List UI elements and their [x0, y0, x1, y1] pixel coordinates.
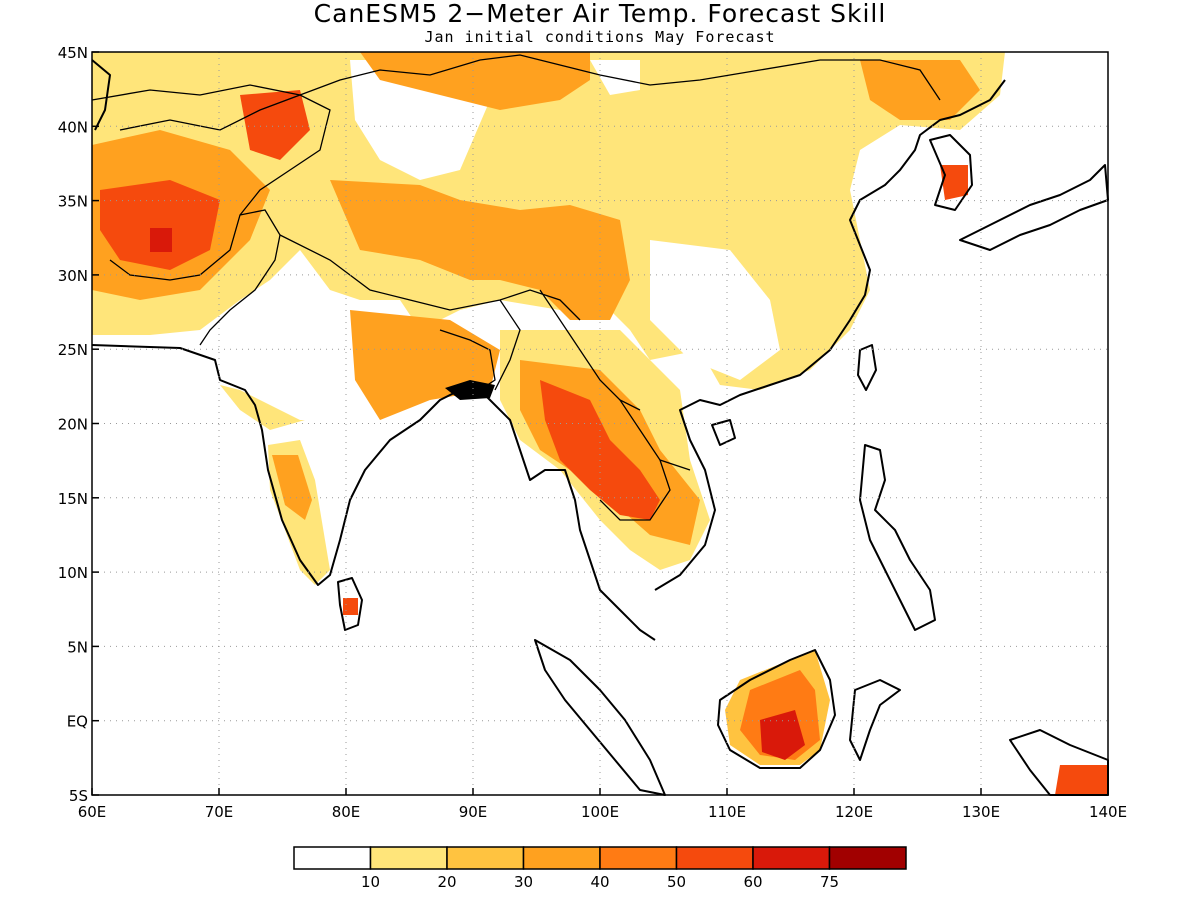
- legend-label: 20: [437, 873, 456, 891]
- y-tick-label: 5N: [67, 638, 88, 656]
- border-himalaya: [279, 234, 581, 321]
- shade-tibet-orange: [330, 180, 630, 320]
- x-axis-ticks: 60E 70E 80E 90E 100E 110E 120E 130E 140E: [78, 788, 1127, 821]
- delta-patch: [445, 380, 495, 400]
- coastline-caspian: [91, 59, 111, 131]
- border-pakistan: [199, 209, 281, 346]
- coastline-taiwan: [857, 344, 877, 391]
- coastline-sumatra: [534, 639, 666, 796]
- y-tick-label: 10N: [58, 564, 88, 582]
- legend-swatch: [293, 846, 372, 870]
- legend-swatch: [599, 846, 678, 870]
- x-tick-label: 110E: [708, 803, 746, 821]
- shade-srilanka-red: [343, 598, 358, 615]
- legend-swatch: [446, 846, 525, 870]
- y-tick-label: 5S: [69, 787, 88, 805]
- x-tick-label: 120E: [835, 803, 873, 821]
- legend-label: 50: [667, 873, 686, 891]
- legend-swatch: [828, 846, 907, 870]
- border-afghan: [109, 94, 331, 281]
- x-tick-label: 80E: [332, 803, 361, 821]
- x-tick-label: 130E: [962, 803, 1000, 821]
- shade-manchuria-orange: [860, 60, 980, 120]
- y-tick-label: 15N: [58, 490, 88, 508]
- color-legend: 10 20 30 40 50 60 75: [293, 846, 907, 891]
- coastline-indochina: [654, 79, 1006, 591]
- hole-india: [180, 340, 340, 420]
- y-tick-label: 30N: [58, 267, 88, 285]
- shade-newguinea-red: [1055, 765, 1108, 795]
- map-subtitle: Jan initial conditions May Forecast: [424, 28, 776, 46]
- coastline-sulawesi: [849, 679, 901, 761]
- shade-afghan-red: [100, 180, 220, 270]
- legend-label: 30: [514, 873, 533, 891]
- coastlines: [91, 59, 1109, 796]
- legend-swatch: [752, 846, 831, 870]
- legend-label: 10: [361, 873, 380, 891]
- coastline-borneo: [717, 649, 836, 769]
- coastline-korea: [929, 134, 973, 211]
- border-burma: [494, 289, 641, 411]
- legend-label: 40: [590, 873, 609, 891]
- shade-indochina-red: [540, 380, 660, 520]
- y-axis-ticks: 5S EQ 5N 10N 15N 20N 25N 30N 35N 40N 45N: [58, 44, 99, 805]
- shade-india-orange: [350, 310, 500, 420]
- y-tick-label: EQ: [67, 713, 88, 731]
- shade-tajik-red: [240, 90, 310, 160]
- legend-label: 60: [743, 873, 762, 891]
- legend-swatch: [369, 846, 448, 870]
- gridlines: [92, 52, 1108, 795]
- skill-shading: [92, 52, 1108, 795]
- x-tick-label: 140E: [1089, 803, 1127, 821]
- x-tick-label: 90E: [459, 803, 488, 821]
- coastline-hainan: [711, 419, 736, 446]
- legend-label: 75: [820, 873, 839, 891]
- border-bangla: [439, 329, 496, 391]
- shade-afghan-core: [150, 228, 172, 252]
- border-indochina: [599, 399, 691, 521]
- border-china-north: [299, 54, 941, 101]
- legend-swatch: [675, 846, 754, 870]
- legend-swatch: [522, 846, 601, 870]
- y-tick-label: 25N: [58, 341, 88, 359]
- y-tick-label: 20N: [58, 416, 88, 434]
- coastline-japan: [959, 164, 1109, 251]
- y-tick-label: 40N: [58, 118, 88, 136]
- y-tick-label: 45N: [58, 44, 88, 62]
- hole-china: [650, 240, 780, 380]
- border-kazakh: [91, 84, 301, 101]
- shade-korea-red: [940, 165, 968, 200]
- shade-borneo-red: [760, 710, 805, 760]
- coastline-srilanka: [337, 577, 363, 631]
- y-tick-label: 35N: [58, 193, 88, 211]
- shade-north-orange: [360, 52, 590, 110]
- x-tick-label: 60E: [78, 803, 107, 821]
- coastline-philippines: [859, 444, 936, 631]
- map-title: CanESM5 2−Meter Air Temp. Forecast Skill: [313, 0, 887, 28]
- shade-ghats-orange: [272, 455, 312, 520]
- x-tick-label: 70E: [205, 803, 234, 821]
- x-tick-label: 100E: [581, 803, 619, 821]
- borders: [91, 54, 941, 521]
- coastline-burma-malaya: [484, 394, 656, 641]
